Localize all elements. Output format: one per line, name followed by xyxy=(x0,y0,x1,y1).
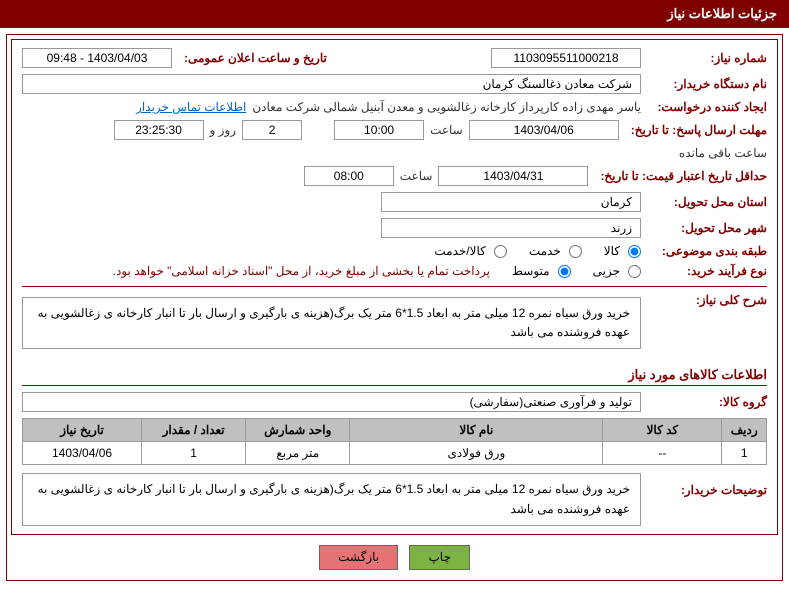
group-label: گروه کالا: xyxy=(647,395,767,409)
cat-both-label: کالا/خدمت xyxy=(434,244,485,258)
announce-datetime-field: 1403/04/03 - 09:48 xyxy=(22,48,172,68)
category-label: طبقه بندی موضوعی: xyxy=(647,244,767,258)
process-label: نوع فرآیند خرید: xyxy=(647,264,767,278)
time-label-1: ساعت xyxy=(430,123,463,137)
validity-time-field: 08:00 xyxy=(304,166,394,186)
need-number-field: 1103095511000218 xyxy=(491,48,641,68)
city-field: زرند xyxy=(381,218,641,238)
city-label: شهر محل تحویل: xyxy=(647,221,767,235)
province-field: کرمان xyxy=(381,192,641,212)
print-button[interactable]: چاپ xyxy=(409,545,469,570)
form-panel: شماره نیاز: 1103095511000218 تاریخ و ساع… xyxy=(11,39,778,535)
countdown-field: 23:25:30 xyxy=(114,120,204,140)
cat-both-radio[interactable] xyxy=(494,245,507,258)
buyer-desc-label: توضیحات خریدار: xyxy=(647,473,767,497)
province-label: استان محل تحویل: xyxy=(647,195,767,209)
table-cell: ورق فولادی xyxy=(350,442,603,465)
announce-datetime-label: تاریخ و ساعت اعلان عمومی: xyxy=(178,51,327,65)
requester-label: ایجاد کننده درخواست: xyxy=(647,100,767,114)
main-container: شماره نیاز: 1103095511000218 تاریخ و ساع… xyxy=(6,34,783,581)
deadline-time-field: 10:00 xyxy=(334,120,424,140)
days-field: 2 xyxy=(242,120,302,140)
proc-small-radio[interactable] xyxy=(628,265,641,278)
proc-medium-radio[interactable] xyxy=(558,265,571,278)
payment-note: پرداخت تمام یا بخشی از مبلغ خرید، از محل… xyxy=(113,264,490,278)
table-cell: 1 xyxy=(142,442,246,465)
page-header: جزئیات اطلاعات نیاز xyxy=(0,0,789,28)
buyer-org-label: نام دستگاه خریدار: xyxy=(647,77,767,91)
table-cell: متر مربع xyxy=(246,442,350,465)
table-header: نام کالا xyxy=(350,419,603,442)
buyer-desc-text: خرید ورق سیاه نمره 12 میلی متر به ابعاد … xyxy=(22,473,641,525)
requester-field: یاسر مهدی زاده کارپرداز کارخانه زغالشویی… xyxy=(252,100,641,114)
proc-medium-label: متوسط xyxy=(512,264,550,278)
table-cell: -- xyxy=(603,442,722,465)
buyer-org-field: شرکت معادن ذغالسنگ کرمان xyxy=(22,74,641,94)
table-row: 1--ورق فولادیمتر مربع11403/04/06 xyxy=(23,442,767,465)
remaining-label: ساعت باقی مانده xyxy=(679,146,767,160)
table-cell: 1 xyxy=(722,442,767,465)
cat-service-radio[interactable] xyxy=(569,245,582,258)
table-header: واحد شمارش xyxy=(246,419,350,442)
goods-info-title: اطلاعات کالاهای مورد نیاز xyxy=(22,367,767,386)
need-number-label: شماره نیاز: xyxy=(647,51,767,65)
summary-text: خرید ورق سیاه نمره 12 میلی متر به ابعاد … xyxy=(22,297,641,349)
cat-goods-radio[interactable] xyxy=(628,245,641,258)
table-header: تاریخ نیاز xyxy=(23,419,142,442)
summary-label: شرح کلی نیاز: xyxy=(647,293,767,307)
table-header: ردیف xyxy=(722,419,767,442)
group-field: تولید و فرآوری صنعتی(سفارشی) xyxy=(22,392,641,412)
table-header: کد کالا xyxy=(603,419,722,442)
goods-table: ردیفکد کالانام کالاواحد شمارشتعداد / مقد… xyxy=(22,418,767,465)
days-suffix: روز و xyxy=(210,123,237,137)
back-button[interactable]: بازگشت xyxy=(319,545,398,570)
deadline-label: مهلت ارسال پاسخ: تا تاریخ: xyxy=(625,123,767,137)
validity-date-field: 1403/04/31 xyxy=(438,166,588,186)
deadline-date-field: 1403/04/06 xyxy=(469,120,619,140)
table-header: تعداد / مقدار xyxy=(142,419,246,442)
validity-label: حداقل تاریخ اعتبار قیمت: تا تاریخ: xyxy=(594,169,767,183)
proc-small-label: جزیی xyxy=(593,264,620,278)
cat-service-label: خدمت xyxy=(529,244,561,258)
contact-link[interactable]: اطلاعات تماس خریدار xyxy=(136,100,246,114)
time-label-2: ساعت xyxy=(400,169,433,183)
table-cell: 1403/04/06 xyxy=(23,442,142,465)
cat-goods-label: کالا xyxy=(604,244,620,258)
